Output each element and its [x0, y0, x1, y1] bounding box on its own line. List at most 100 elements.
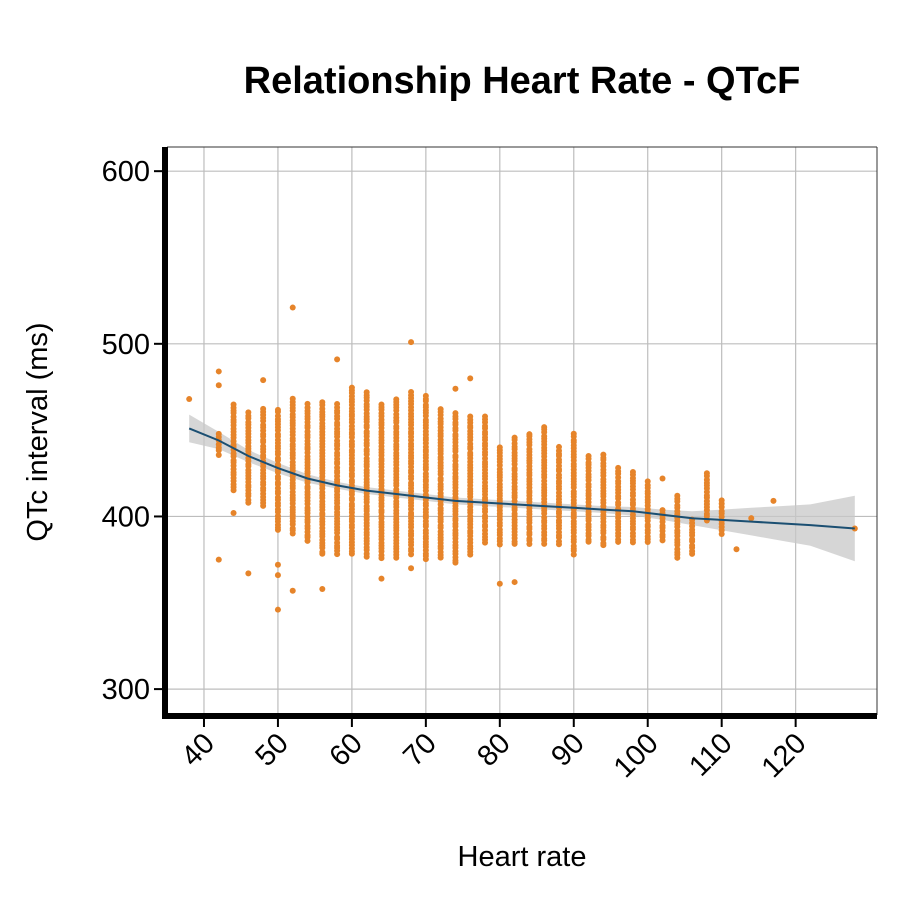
data-point [526, 446, 533, 453]
data-point [467, 375, 474, 382]
data-point [770, 497, 777, 504]
data-point [289, 587, 296, 594]
data-point [408, 479, 415, 486]
data-point [718, 508, 725, 515]
data-point [408, 565, 415, 572]
data-point [363, 428, 370, 435]
data-point [659, 507, 666, 514]
data-point [378, 575, 385, 582]
data-point [615, 499, 622, 506]
axes [162, 146, 878, 719]
data-point [215, 430, 222, 437]
data-point [496, 580, 503, 587]
data-point [289, 395, 296, 402]
data-point [467, 450, 474, 457]
data-point [541, 424, 548, 431]
y-axis-ticks: 300 400 500 600 [102, 156, 162, 706]
data-point [260, 405, 267, 412]
data-point [334, 400, 341, 407]
data-point [408, 339, 415, 346]
data-point [289, 525, 296, 532]
data-point [348, 438, 355, 445]
data-point [467, 413, 474, 420]
data-point [600, 451, 607, 458]
data-point [555, 443, 562, 450]
x-tick-label: 50 [249, 727, 294, 772]
data-point [319, 585, 326, 592]
smooth-line [188, 427, 855, 530]
data-point [615, 464, 622, 471]
data-point [644, 478, 651, 485]
x-tick-label: 40 [175, 727, 220, 772]
data-point [437, 475, 444, 482]
data-point [748, 515, 755, 522]
data-point [260, 422, 267, 429]
data-point [230, 510, 237, 517]
data-point [215, 368, 222, 375]
data-point [733, 546, 740, 553]
data-point [659, 475, 666, 482]
data-point [186, 396, 193, 403]
data-point [570, 488, 577, 495]
data-point [348, 384, 355, 391]
chart-title: Relationship Heart Rate - QTcF [244, 60, 801, 102]
data-point [348, 477, 355, 484]
data-point [393, 396, 400, 403]
data-point [274, 455, 281, 462]
data-point [289, 304, 296, 311]
x-axis-ticks: 40 50 60 70 80 90 100 110 120 [175, 719, 813, 784]
confidence-band-area [189, 414, 855, 562]
data-point [437, 406, 444, 413]
data-point [334, 356, 341, 363]
data-point [689, 542, 696, 549]
smooth-curve [188, 427, 855, 530]
data-point [674, 546, 681, 553]
data-point [703, 470, 710, 477]
grid [167, 147, 877, 715]
y-tick-label: 400 [102, 501, 150, 533]
data-point [422, 527, 429, 534]
data-point [274, 561, 281, 568]
data-point [511, 434, 518, 441]
data-point [689, 536, 696, 543]
data-point [585, 453, 592, 460]
data-point [600, 534, 607, 541]
x-tick-label: 60 [323, 727, 368, 772]
data-point [274, 413, 281, 420]
data-point [304, 400, 311, 407]
data-point [274, 406, 281, 413]
y-tick-label: 300 [102, 674, 150, 706]
data-point [422, 491, 429, 498]
data-point [674, 502, 681, 509]
data-point [215, 556, 222, 563]
data-point [452, 452, 459, 459]
y-axis-title: QTc interval (ms) [22, 322, 54, 541]
x-tick-label: 70 [397, 727, 442, 772]
data-point [363, 389, 370, 396]
data-point [526, 535, 533, 542]
data-point [496, 444, 503, 451]
data-point [629, 468, 636, 475]
data-point [526, 523, 533, 530]
x-tick-label: 100 [608, 727, 665, 784]
data-point [319, 399, 326, 406]
data-point [452, 385, 459, 392]
data-point [245, 409, 252, 416]
data-point [215, 441, 222, 448]
data-point [274, 606, 281, 613]
data-point [378, 401, 385, 408]
data-point [482, 413, 489, 420]
data-point [511, 465, 518, 472]
data-point [585, 481, 592, 488]
data-point [245, 570, 252, 577]
data-point [422, 392, 429, 399]
data-point [260, 443, 267, 450]
data-point [334, 419, 341, 426]
data-point [511, 579, 518, 586]
data-points [186, 304, 858, 613]
data-point [851, 525, 858, 532]
data-point [260, 377, 267, 384]
data-point [230, 401, 237, 408]
data-point [422, 470, 429, 477]
